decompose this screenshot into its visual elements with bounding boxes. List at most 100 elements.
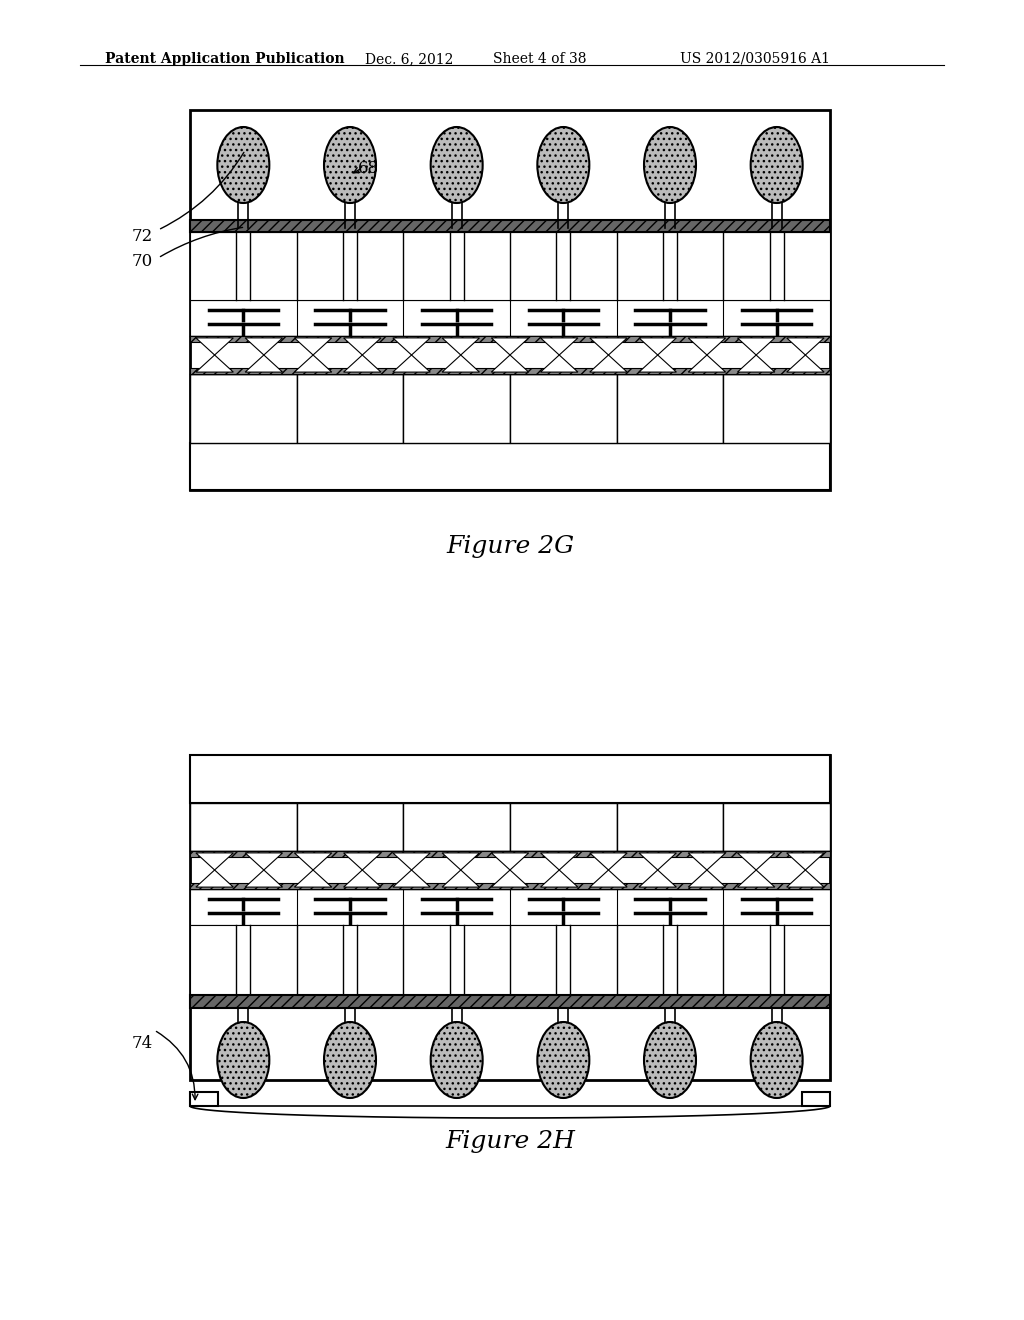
Polygon shape [492, 853, 528, 870]
Polygon shape [245, 870, 283, 887]
Polygon shape [492, 870, 528, 887]
Polygon shape [590, 853, 627, 870]
Polygon shape [442, 870, 479, 887]
Bar [767, 187, 786, 195]
Bar [190, 888, 830, 925]
Ellipse shape [431, 1022, 482, 1098]
Polygon shape [393, 355, 430, 372]
Polygon shape [688, 355, 726, 372]
Bar [190, 337, 830, 342]
Bar [403, 374, 510, 444]
Polygon shape [688, 338, 726, 355]
Polygon shape [196, 853, 233, 870]
Polygon shape [294, 853, 332, 870]
Polygon shape [688, 870, 726, 887]
Polygon shape [737, 355, 775, 372]
Polygon shape [196, 338, 233, 355]
Polygon shape [442, 355, 479, 372]
Polygon shape [245, 338, 283, 355]
Bar [660, 1032, 680, 1040]
Polygon shape [294, 355, 332, 372]
Ellipse shape [431, 127, 482, 203]
Polygon shape [688, 853, 726, 870]
Polygon shape [590, 870, 627, 887]
Bar [190, 368, 830, 374]
Polygon shape [393, 338, 430, 355]
Bar [233, 187, 253, 195]
Text: Figure 2G: Figure 2G [445, 535, 574, 558]
Polygon shape [294, 870, 332, 887]
Polygon shape [344, 853, 381, 870]
Polygon shape [541, 870, 578, 887]
Bar [190, 444, 830, 490]
Ellipse shape [217, 1022, 269, 1098]
Bar [802, 1092, 830, 1106]
Polygon shape [492, 338, 528, 355]
Bar [190, 220, 830, 232]
Polygon shape [737, 853, 775, 870]
Text: Dec. 6, 2012: Dec. 6, 2012 [365, 51, 454, 66]
Ellipse shape [644, 127, 696, 203]
Bar [510, 803, 616, 851]
Bar [340, 187, 360, 195]
Bar [190, 803, 297, 851]
Bar [233, 1032, 253, 1040]
Bar [190, 1092, 218, 1106]
Text: 72: 72 [132, 228, 154, 246]
Text: Figure 2H: Figure 2H [445, 1130, 574, 1152]
Polygon shape [344, 355, 381, 372]
Ellipse shape [751, 127, 803, 203]
Polygon shape [393, 870, 430, 887]
Text: 74: 74 [132, 1035, 154, 1052]
Bar [190, 925, 830, 995]
Polygon shape [786, 870, 824, 887]
Polygon shape [344, 870, 381, 887]
Polygon shape [541, 355, 578, 372]
Text: 68: 68 [358, 160, 379, 177]
Polygon shape [639, 355, 677, 372]
Polygon shape [639, 870, 677, 887]
Polygon shape [541, 338, 578, 355]
Polygon shape [245, 853, 283, 870]
Bar [297, 803, 403, 851]
Bar [767, 1032, 786, 1040]
Bar [190, 851, 830, 857]
Bar [446, 1032, 467, 1040]
Polygon shape [737, 870, 775, 887]
Text: Patent Application Publication: Patent Application Publication [105, 51, 345, 66]
Polygon shape [492, 355, 528, 372]
Polygon shape [344, 338, 381, 355]
Bar [190, 300, 830, 337]
Bar [190, 755, 830, 803]
Polygon shape [393, 853, 430, 870]
Bar [553, 1032, 573, 1040]
Bar [723, 803, 830, 851]
Polygon shape [590, 355, 627, 372]
Ellipse shape [644, 1022, 696, 1098]
Polygon shape [786, 355, 824, 372]
Polygon shape [639, 853, 677, 870]
Bar [616, 374, 723, 444]
Polygon shape [442, 853, 479, 870]
Text: US 2012/0305916 A1: US 2012/0305916 A1 [680, 51, 830, 66]
Polygon shape [786, 853, 824, 870]
Ellipse shape [751, 1022, 803, 1098]
Polygon shape [442, 338, 479, 355]
Bar [190, 883, 830, 888]
Bar [723, 374, 830, 444]
Polygon shape [541, 853, 578, 870]
Ellipse shape [538, 1022, 590, 1098]
Bar [190, 232, 830, 300]
Bar [297, 374, 403, 444]
Bar [660, 187, 680, 195]
Bar [510, 374, 616, 444]
Bar [553, 187, 573, 195]
Bar [403, 803, 510, 851]
Polygon shape [786, 338, 824, 355]
Ellipse shape [538, 127, 590, 203]
Polygon shape [245, 355, 283, 372]
Ellipse shape [217, 127, 269, 203]
Bar [190, 374, 297, 444]
Polygon shape [196, 870, 233, 887]
Polygon shape [196, 355, 233, 372]
